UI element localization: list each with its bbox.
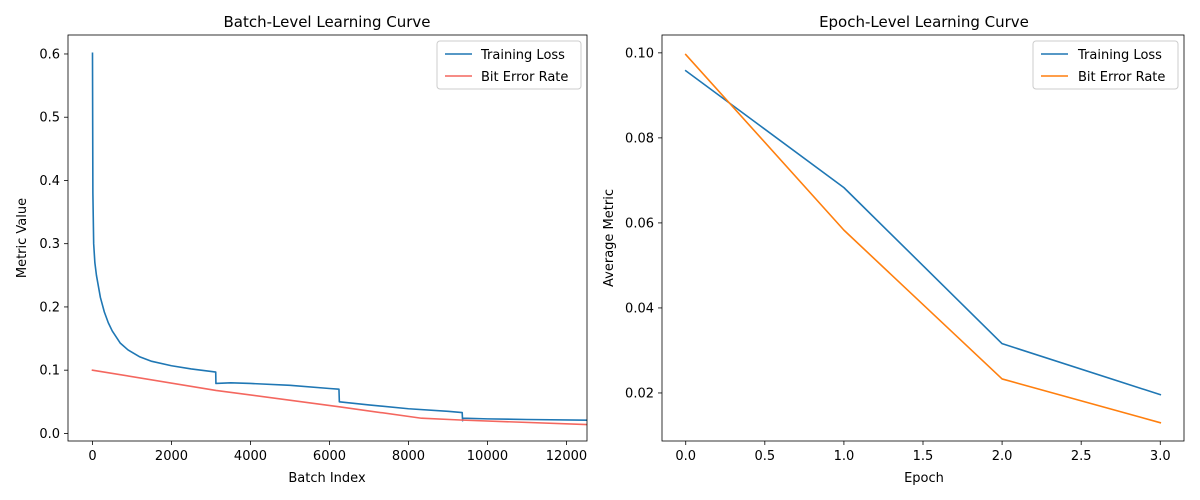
y-tick-label: 0.3 bbox=[39, 237, 60, 252]
series-layer bbox=[684, 53, 1162, 424]
y-axis-label: Metric Value bbox=[15, 198, 30, 278]
legend-label-training-loss: Training Loss bbox=[480, 48, 565, 63]
x-tick-label: 10000 bbox=[467, 449, 508, 464]
x-tick-label: 12000 bbox=[546, 449, 587, 464]
x-axis-label: Epoch bbox=[904, 471, 944, 486]
y-axis-ticks: 0.02 0.04 0.06 0.08 0.10 bbox=[625, 46, 662, 401]
x-axis-ticks: 0 2000 4000 6000 8000 10000 12000 bbox=[88, 441, 587, 464]
x-axis-label: Batch Index bbox=[288, 471, 366, 486]
y-tick-label: 0.4 bbox=[39, 174, 60, 189]
y-tick-label: 0.04 bbox=[625, 301, 654, 316]
y-tick-label: 0.10 bbox=[625, 46, 654, 61]
x-axis-ticks: 0.0 0.5 1.0 1.5 2.0 2.5 3.0 bbox=[675, 441, 1171, 464]
legend-label-bit-error-rate: Bit Error Rate bbox=[1078, 70, 1165, 85]
y-tick-label: 0.0 bbox=[39, 427, 60, 442]
series-line-training-loss bbox=[684, 69, 1162, 396]
x-tick-label: 8000 bbox=[392, 449, 425, 464]
series-line-bit-error-rate bbox=[91, 369, 588, 426]
y-axis-label: Average Metric bbox=[602, 189, 617, 287]
y-tick-label: 0.02 bbox=[625, 386, 654, 401]
y-tick-label: 0.6 bbox=[39, 47, 60, 62]
legend-label-training-loss: Training Loss bbox=[1077, 48, 1162, 63]
chart-title: Batch-Level Learning Curve bbox=[223, 13, 430, 31]
chart-title: Epoch-Level Learning Curve bbox=[819, 13, 1029, 31]
x-tick-label: 1.5 bbox=[913, 449, 934, 464]
legend-label-bit-error-rate: Bit Error Rate bbox=[481, 70, 568, 85]
x-tick-label: 1.0 bbox=[834, 449, 855, 464]
x-tick-label: 2000 bbox=[155, 449, 188, 464]
y-tick-label: 0.1 bbox=[39, 364, 60, 379]
legend-box bbox=[436, 40, 582, 90]
y-axis-ticks: 0.0 0.1 0.2 0.3 0.4 0.5 0.6 bbox=[39, 47, 68, 442]
legend-box bbox=[1032, 40, 1179, 90]
x-tick-label: 4000 bbox=[234, 449, 267, 464]
chart-epoch-level: Epoch-Level Learning Curve 0.0 0.5 1.0 1.5 2… bbox=[602, 13, 1185, 486]
x-tick-label: 0 bbox=[88, 449, 96, 464]
y-tick-label: 0.5 bbox=[39, 111, 60, 126]
x-tick-label: 2.5 bbox=[1071, 449, 1092, 464]
series-line-training-loss bbox=[91, 52, 588, 422]
x-tick-label: 2.0 bbox=[992, 449, 1013, 464]
y-tick-label: 0.2 bbox=[39, 300, 60, 315]
series-line-bit-error-rate bbox=[684, 53, 1162, 424]
x-tick-label: 3.0 bbox=[1150, 449, 1171, 464]
legend: Training Loss Bit Error Rate bbox=[436, 40, 582, 90]
legend: Training Loss Bit Error Rate bbox=[1032, 40, 1179, 90]
x-tick-label: 6000 bbox=[313, 449, 346, 464]
y-tick-label: 0.08 bbox=[625, 131, 654, 146]
x-tick-label: 0.5 bbox=[754, 449, 775, 464]
x-tick-label: 0.0 bbox=[675, 449, 696, 464]
y-tick-label: 0.06 bbox=[625, 216, 654, 231]
chart-batch-level: Batch-Level Learning Curve 0 2000 4000 6000… bbox=[15, 13, 588, 486]
plot-area-frame bbox=[67, 34, 588, 442]
series-layer bbox=[91, 52, 588, 426]
